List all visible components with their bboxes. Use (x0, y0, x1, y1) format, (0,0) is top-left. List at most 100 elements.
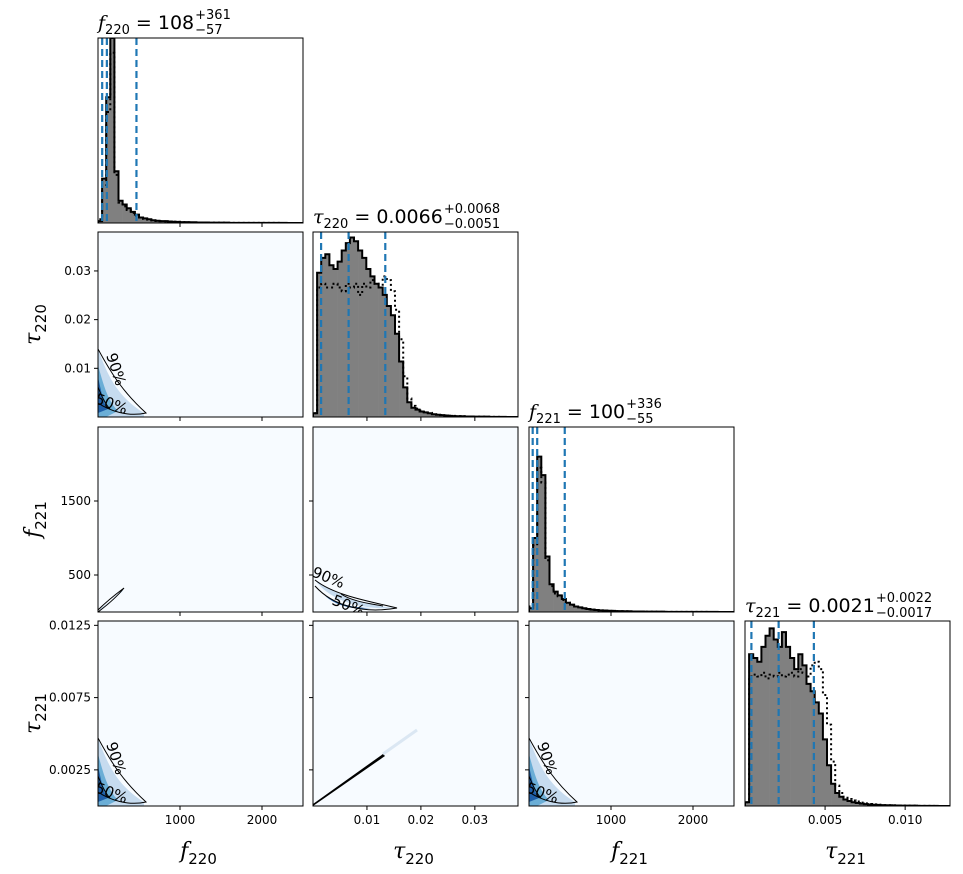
hist-bar (798, 654, 803, 806)
hist-bar (333, 269, 338, 417)
hist-bar (374, 283, 379, 417)
hist-bar (545, 556, 550, 612)
panel-frame-0-0 (97, 37, 304, 224)
hist-bar (399, 361, 404, 417)
y-axis-label-f221: f221 (21, 501, 50, 540)
title-upper-tau221: +0.0022 (876, 591, 932, 606)
panel-frame-1-0 (97, 231, 304, 418)
histogram-tau221 (745, 621, 950, 806)
kde-background (98, 621, 303, 806)
hist-bar (313, 413, 318, 417)
hist-bar (155, 220, 160, 223)
hist-bar (423, 412, 429, 417)
hist-bar (403, 387, 408, 417)
hist-bar (777, 646, 783, 806)
hist-bar (557, 595, 563, 612)
hist-bar (386, 306, 392, 417)
hist-solid-outline (98, 38, 303, 223)
hist-bar (419, 411, 424, 417)
hist-bar (395, 333, 400, 417)
hist-bar (827, 765, 832, 806)
hist-bar (818, 713, 824, 806)
hist-bar (757, 661, 762, 806)
hist-bar (130, 211, 136, 223)
hist-bar (102, 178, 107, 223)
hist-bar (582, 608, 587, 612)
hist-bar (745, 802, 750, 806)
hist-bar (329, 265, 334, 417)
hist-bar (831, 783, 836, 806)
hist-bar (549, 584, 554, 612)
hist-bar (843, 799, 848, 806)
hist-bar (143, 218, 148, 223)
hist-bar (529, 608, 534, 612)
hist-bar (533, 538, 538, 612)
kde-fill-core (98, 766, 108, 802)
kde-background (313, 427, 518, 612)
x-tick-label: 0.005 (808, 813, 842, 827)
hist-bar (769, 628, 774, 806)
panel-frame-3-3 (744, 620, 951, 807)
hist-bar (794, 669, 799, 806)
contour-90 (98, 348, 148, 415)
kde-tau220-tau221 (313, 621, 518, 806)
hist-bar (537, 456, 542, 612)
hist-bar (110, 38, 115, 223)
hist-bar (822, 739, 828, 806)
panel-frame-2-1 (312, 426, 519, 613)
hist-bar (354, 241, 359, 417)
y-tick-label: 0.03 (64, 264, 91, 278)
contour-90 (98, 587, 125, 612)
hist-bar (139, 217, 144, 223)
hist-bar (366, 269, 371, 417)
title-lower-tau220: −0.0051 (444, 217, 500, 232)
title-f220: f220 = 108 (96, 12, 194, 38)
kde-f220-tau220: 90%50% (98, 232, 303, 417)
hist-bar (806, 683, 811, 806)
contour-50 (529, 775, 542, 799)
title-upper-f220: +361 (195, 8, 231, 23)
title-lower-f221: −55 (626, 412, 653, 427)
title-upper-tau220: +0.0068 (444, 202, 500, 217)
hist-bar (358, 250, 363, 417)
y-tick-label: 1500 (60, 494, 91, 508)
x-tick-label: 0.02 (408, 813, 435, 827)
histogram-tau220 (313, 232, 518, 417)
hist-bar (814, 702, 820, 806)
hist-bar (415, 409, 420, 417)
histogram-f221 (529, 427, 734, 612)
hist-bar (765, 635, 770, 806)
hist-bar (781, 632, 787, 806)
hist-solid-outline (745, 627, 950, 806)
x-tick-label: 0.010 (888, 813, 922, 827)
hist-bar (773, 639, 779, 806)
title-tau221: τ221 = 0.0021 (745, 595, 875, 621)
x-axis-label-f220: f220 (178, 839, 217, 868)
hist-bar (753, 658, 758, 806)
hist-bar (362, 257, 367, 417)
kde-fill-core (98, 377, 108, 413)
y-tick-label: 0.0125 (49, 618, 91, 632)
hist-bar (802, 665, 807, 806)
title-lower-tau221: −0.0017 (876, 606, 932, 621)
kde-background (98, 232, 303, 417)
hist-bar (337, 261, 342, 417)
hist-bar (859, 803, 865, 806)
hist-bar (436, 414, 441, 417)
hist-bar (325, 254, 330, 417)
hist-bar (427, 413, 433, 417)
x-tick-label: 0.01 (354, 813, 381, 827)
hist-bar (370, 276, 375, 417)
x-tick-label: 1000 (596, 813, 627, 827)
hist-bar (390, 315, 396, 417)
kde-background (313, 621, 518, 806)
hist-bar (855, 803, 861, 806)
hist-bar (378, 287, 383, 417)
y-tick-label: 0.0025 (49, 763, 91, 777)
hist-bar (570, 604, 575, 612)
x-tick-label: 1000 (165, 813, 196, 827)
hist-bar (147, 219, 152, 223)
hist-bar (749, 654, 754, 806)
contour-90 (529, 737, 579, 804)
